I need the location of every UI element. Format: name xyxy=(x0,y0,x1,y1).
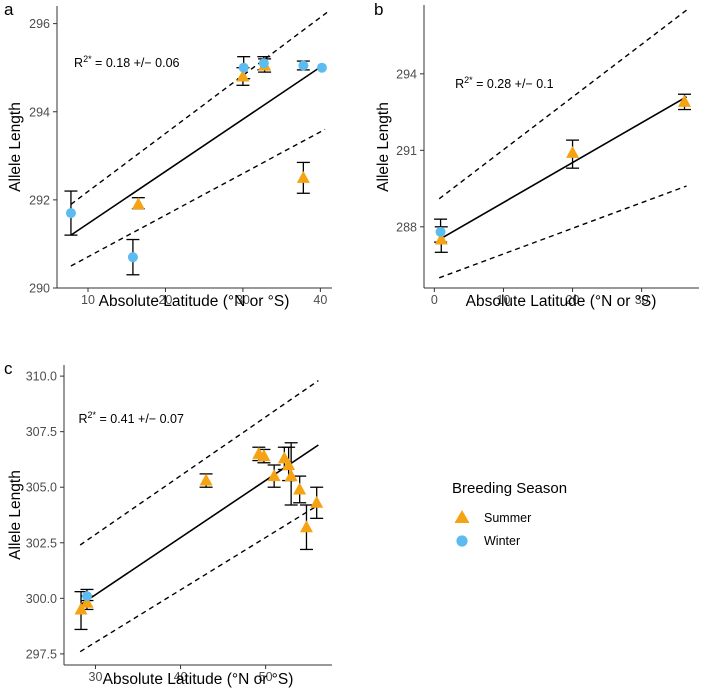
summer-point-c xyxy=(257,449,271,462)
x-tick-label-b: 0 xyxy=(431,293,438,307)
y-tick-label-b: 288 xyxy=(396,220,417,234)
panel-b: b 0 10 20 30 288 291 294 R2* = 0.28 +/− 0.1 Abs… xyxy=(374,0,699,310)
panel-label-a: a xyxy=(4,0,14,19)
x-tick-label-c: 40 xyxy=(174,670,188,684)
x-tick-label-b: 30 xyxy=(635,293,649,307)
summer-point-c xyxy=(80,595,94,608)
winter-point-a xyxy=(316,62,327,73)
x-tick-label-b: 20 xyxy=(566,293,580,307)
x-tick-label-b: 10 xyxy=(497,293,511,307)
winter-point-a xyxy=(238,62,249,73)
summer-point-c xyxy=(267,469,281,482)
panel-c: c 30 40 50 297.5 300.0 302.5 305.0 307.5 310.0 R2… xyxy=(4,359,332,688)
y-tick-label-b: 291 xyxy=(396,144,417,158)
winter-point-c xyxy=(81,591,92,602)
x-axis-title-c: Absolute Latitude (°N or °S) xyxy=(103,671,294,688)
x-tick-label-a: 30 xyxy=(236,293,250,307)
summer-point-a xyxy=(296,170,310,183)
r2-annotation-a: R2* = 0.18 +/− 0.06 xyxy=(74,54,180,70)
y-tick-label-a: 292 xyxy=(29,193,50,207)
y-tick-label-c: 310.0 xyxy=(26,370,57,384)
ci-lower-line-c xyxy=(79,504,319,653)
winter-point-a xyxy=(65,208,76,219)
x-tick-label-a: 40 xyxy=(313,293,327,307)
plot-c: 30 40 50 297.5 300.0 302.5 305.0 307.5 310.0 R2* … xyxy=(26,365,332,684)
summer-point-a xyxy=(131,197,145,210)
legend: Breeding Season Summer Winter xyxy=(452,480,567,548)
y-tick-label-c: 300.0 xyxy=(26,592,57,606)
ci-upper-line-b xyxy=(438,9,687,200)
summer-point-c xyxy=(284,469,298,482)
r2-annotation-b: R2* = 0.28 +/− 0.1 xyxy=(455,75,554,91)
summer-point-c xyxy=(310,495,324,508)
legend-winter-circle-icon xyxy=(456,535,468,547)
x-tick-label-a: 10 xyxy=(81,293,95,307)
legend-label-summer: Summer xyxy=(484,511,531,525)
summer-point-b xyxy=(677,94,691,107)
legend-label-winter: Winter xyxy=(484,534,520,548)
y-axis-title-b: Allele Length xyxy=(375,102,392,192)
x-tick-label-c: 50 xyxy=(259,670,273,684)
summer-point-c xyxy=(293,482,307,495)
summer-point-c xyxy=(282,458,296,470)
fit-line-c xyxy=(79,444,319,606)
winter-point-a xyxy=(298,60,309,71)
fit-line-a xyxy=(70,64,324,236)
x-tick-label-c: 30 xyxy=(89,670,103,684)
y-tick-label-c: 307.5 xyxy=(26,425,57,439)
x-axis-title-b: Absolute Latitude (°N or °S) xyxy=(466,293,657,310)
ci-lower-line-a xyxy=(70,128,326,267)
ci-lower-line-b xyxy=(438,185,687,279)
summer-point-c xyxy=(199,473,213,486)
summer-point-b xyxy=(566,145,580,158)
y-axis-title-a: Allele Length xyxy=(7,102,24,192)
ci-upper-line-a xyxy=(70,9,331,205)
legend-summer-triangle-icon xyxy=(454,510,470,523)
legend-title: Breeding Season xyxy=(452,480,567,497)
panel-label-b: b xyxy=(374,0,383,19)
winter-point-a xyxy=(258,58,269,69)
y-tick-label-a: 290 xyxy=(29,282,50,296)
r2-annotation-c: R2* = 0.41 +/− 0.07 xyxy=(78,410,184,426)
summer-point-a xyxy=(236,69,250,82)
y-tick-label-c: 305.0 xyxy=(26,481,57,495)
summer-point-b xyxy=(434,232,448,245)
ci-upper-line-c xyxy=(79,379,319,546)
y-tick-label-a: 294 xyxy=(29,105,50,119)
plot-b: 0 10 20 30 288 291 294 R2* = 0.28 +/− 0.1 xyxy=(396,5,699,307)
y-tick-label-a: 296 xyxy=(29,17,50,31)
x-axis-title-a: Absolute Latitude (°N or °S) xyxy=(99,293,290,310)
fit-line-b xyxy=(438,96,687,241)
summer-point-c xyxy=(74,602,88,615)
y-tick-label-c: 297.5 xyxy=(26,647,57,661)
winter-point-b xyxy=(435,226,446,237)
y-axis-title-c: Allele Length xyxy=(7,470,24,560)
summer-point-c xyxy=(299,520,313,533)
y-tick-label-c: 302.5 xyxy=(26,536,57,550)
y-tick-label-b: 294 xyxy=(396,67,417,81)
panel-a: a 10 20 30 40 290 292 294 296 R2* = 0.18 +/− 0.0… xyxy=(4,0,332,310)
panel-label-c: c xyxy=(4,359,13,378)
plot-a: 10 20 30 40 290 292 294 296 R2* = 0.18 +/− 0.06 xyxy=(29,6,332,307)
winter-point-a xyxy=(127,252,138,263)
x-tick-label-a: 20 xyxy=(158,293,172,307)
